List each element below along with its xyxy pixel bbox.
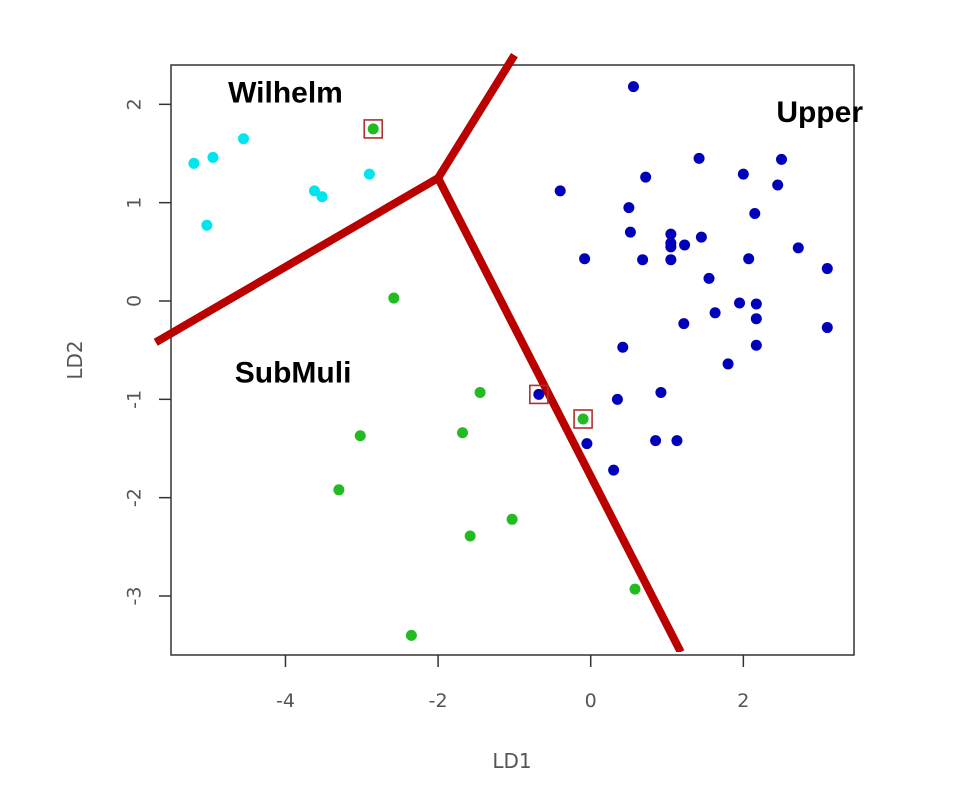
point-upper xyxy=(749,207,761,219)
point-wilhelm xyxy=(308,185,320,197)
y-axis: 2 1 0 -1 -2 -3 xyxy=(124,98,171,606)
x-axis: -4 -2 0 2 xyxy=(276,655,749,712)
point-upper xyxy=(743,253,755,265)
region-label-wilhelm: Wilhelm xyxy=(228,76,343,109)
point-upper xyxy=(737,168,749,180)
point-upper xyxy=(750,339,762,351)
point-upper xyxy=(679,239,691,251)
point-wilhelm xyxy=(207,151,219,163)
point-upper xyxy=(678,318,690,330)
point-upper xyxy=(617,341,629,353)
boundary-line xyxy=(153,174,441,346)
point-submuli xyxy=(506,513,518,525)
misclassified-box xyxy=(529,384,549,405)
point-upper xyxy=(627,81,639,93)
point-upper xyxy=(665,228,677,240)
point-upper xyxy=(650,435,662,447)
point-upper xyxy=(734,297,746,309)
y-tick-label: -3 xyxy=(124,587,146,606)
point-upper xyxy=(533,388,545,400)
point-upper xyxy=(792,242,804,254)
point-submuli xyxy=(629,583,641,595)
y-tick-label: 0 xyxy=(124,295,146,307)
point-upper xyxy=(693,152,705,164)
point-upper xyxy=(611,393,623,405)
region-label-upper: Upper xyxy=(776,96,863,129)
misclassified-box xyxy=(363,119,384,139)
point-submuli xyxy=(367,123,379,135)
point-upper xyxy=(772,179,784,191)
point-wilhelm xyxy=(188,157,200,169)
point-upper xyxy=(581,438,593,450)
x-tick-label: 0 xyxy=(585,690,597,712)
point-submuli xyxy=(464,530,476,542)
point-upper xyxy=(579,253,591,265)
point-upper xyxy=(821,263,833,275)
point-submuli xyxy=(457,427,469,439)
point-submuli xyxy=(388,292,400,304)
point-submuli xyxy=(474,386,486,398)
point-upper xyxy=(640,171,652,183)
point-submuli xyxy=(577,413,589,425)
region-label-submuli: SubMuli xyxy=(235,357,352,390)
point-upper xyxy=(608,464,620,476)
point-upper xyxy=(671,435,683,447)
point-wilhelm xyxy=(201,219,213,231)
point-wilhelm xyxy=(237,133,249,145)
boundary-line xyxy=(434,53,518,181)
point-upper xyxy=(750,298,762,310)
x-tick-label: -4 xyxy=(276,690,295,712)
point-upper xyxy=(750,313,762,325)
point-upper xyxy=(655,386,667,398)
boundary-line xyxy=(434,176,685,652)
point-upper xyxy=(703,272,715,284)
region-labels: Wilhelm Upper SubMuli xyxy=(228,76,863,389)
point-submuli xyxy=(333,484,345,496)
point-upper xyxy=(665,241,677,253)
misclassified-box xyxy=(573,409,593,429)
x-tick-label: 2 xyxy=(737,690,749,712)
point-upper xyxy=(665,254,677,266)
point-upper xyxy=(637,254,649,266)
point-upper xyxy=(722,358,734,370)
point-upper xyxy=(624,226,636,238)
x-tick-label: -2 xyxy=(429,690,448,712)
point-wilhelm xyxy=(316,191,328,203)
x-axis-title: LD1 xyxy=(492,749,531,773)
y-tick-label: -1 xyxy=(124,390,146,409)
y-tick-label: 1 xyxy=(124,197,146,209)
point-upper xyxy=(554,185,566,197)
misclassified-markers xyxy=(363,119,593,429)
decision-boundaries xyxy=(153,53,685,652)
point-upper xyxy=(695,231,707,243)
point-upper xyxy=(623,202,635,214)
y-tick-label: 2 xyxy=(124,98,146,110)
point-upper xyxy=(776,153,788,165)
point-upper xyxy=(821,322,833,334)
point-submuli xyxy=(405,629,417,641)
point-submuli xyxy=(354,430,366,442)
point-wilhelm xyxy=(363,168,375,180)
y-axis-title: LD2 xyxy=(63,340,87,379)
y-tick-label: -2 xyxy=(124,488,146,507)
point-upper xyxy=(709,307,721,319)
scatter-points xyxy=(188,81,833,641)
